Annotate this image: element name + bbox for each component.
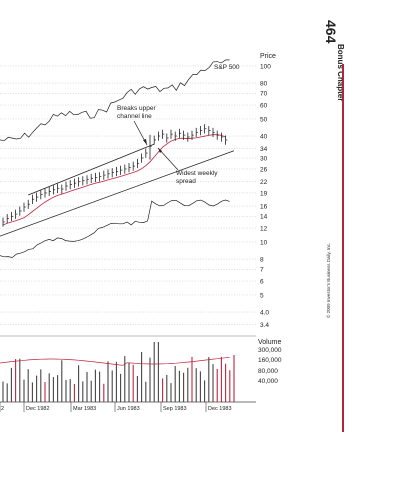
sp500-line [0, 59, 230, 142]
date-axis: 2 Dec 1982 Mar 1983 Jun 1983 Sep 1983 Dec 198… [0, 402, 232, 412]
price-tick-label: 16 [260, 203, 268, 210]
ma-path [2, 134, 226, 226]
price-tick-label: 12 [260, 225, 268, 232]
copyright-notice: © 2009 Investor's Business Daily, Inc. [326, 242, 331, 318]
moving-average-line [2, 134, 226, 226]
volume-tick-label: 40,000 [258, 378, 278, 385]
price-tick-label: 14 [260, 214, 268, 221]
volume-bars [2, 342, 235, 402]
volume-tick-label: 80,000 [258, 368, 278, 375]
price-tick-label: 22 [260, 179, 268, 186]
price-axis: Price 100 80 70 60 50 40 34 30 26 22 19 16 14 12 10 8 7 6… [260, 53, 276, 329]
date-tick-label: 2 [1, 406, 4, 412]
annotation-line-2: spread [176, 178, 196, 185]
date-tick-label: Sep 1983 [163, 406, 187, 412]
date-tick-label: Dec 1983 [208, 406, 232, 412]
price-bars [2, 124, 228, 227]
lower-channel-line [0, 150, 235, 237]
price-tick-label: 5 [260, 292, 264, 299]
annotation-line-2: channel line [117, 113, 152, 120]
annotation-line-1: Widest weekly [176, 170, 218, 177]
price-axis-title: Price [260, 53, 276, 60]
annotation-breaks-channel: Breaks upper channel line [117, 105, 156, 146]
price-tick-label: 80 [260, 80, 268, 87]
date-tick-label: Mar 1983 [73, 406, 96, 412]
date-tick-label: Dec 1982 [26, 406, 50, 412]
price-tick-label: 7 [260, 267, 264, 274]
chapter-accent-bar [342, 64, 344, 432]
price-tick-label: 26 [260, 166, 268, 173]
volume-tick-label: 160,000 [258, 357, 282, 364]
price-tick-label: 40 [260, 133, 268, 140]
volume-ma-path [0, 357, 230, 366]
relative-strength-line [0, 199, 230, 258]
price-tick-label: 34 [260, 146, 268, 153]
price-tick-label: 100 [260, 63, 271, 70]
volume-axis: Volume 300,000 160,000 80,000 40,000 [258, 339, 282, 385]
price-tick-label: 50 [260, 116, 268, 123]
volume-axis-title: Volume [258, 339, 281, 346]
sp500-label: S&P 500 [214, 64, 240, 71]
price-tick-label: 8 [260, 256, 264, 263]
volume-moving-average [0, 357, 230, 366]
price-tick-label: 70 [260, 91, 268, 98]
price-tick-label: 19 [260, 190, 268, 197]
rs-path [0, 199, 230, 258]
price-tick-label: 6 [260, 278, 264, 285]
sp500-path [0, 59, 230, 142]
trend-channel [0, 143, 235, 237]
annotation-line-1: Breaks upper [117, 105, 156, 112]
price-tick-label: 10 [260, 239, 268, 246]
arrow-head [143, 139, 147, 145]
page-number: 464 [323, 20, 339, 44]
upper-channel-line [28, 143, 155, 196]
arrow-head [158, 148, 162, 153]
annotation-widest-spread: Widest weekly spread [157, 147, 218, 185]
price-tick-label: 3.4 [260, 322, 269, 329]
price-tick-label: 30 [260, 155, 268, 162]
date-tick-label: Jun 1983 [117, 406, 140, 412]
price-tick-label: 60 [260, 102, 268, 109]
price-tick-label: 4.0 [260, 309, 269, 316]
volume-tick-label: 300,000 [258, 347, 282, 354]
